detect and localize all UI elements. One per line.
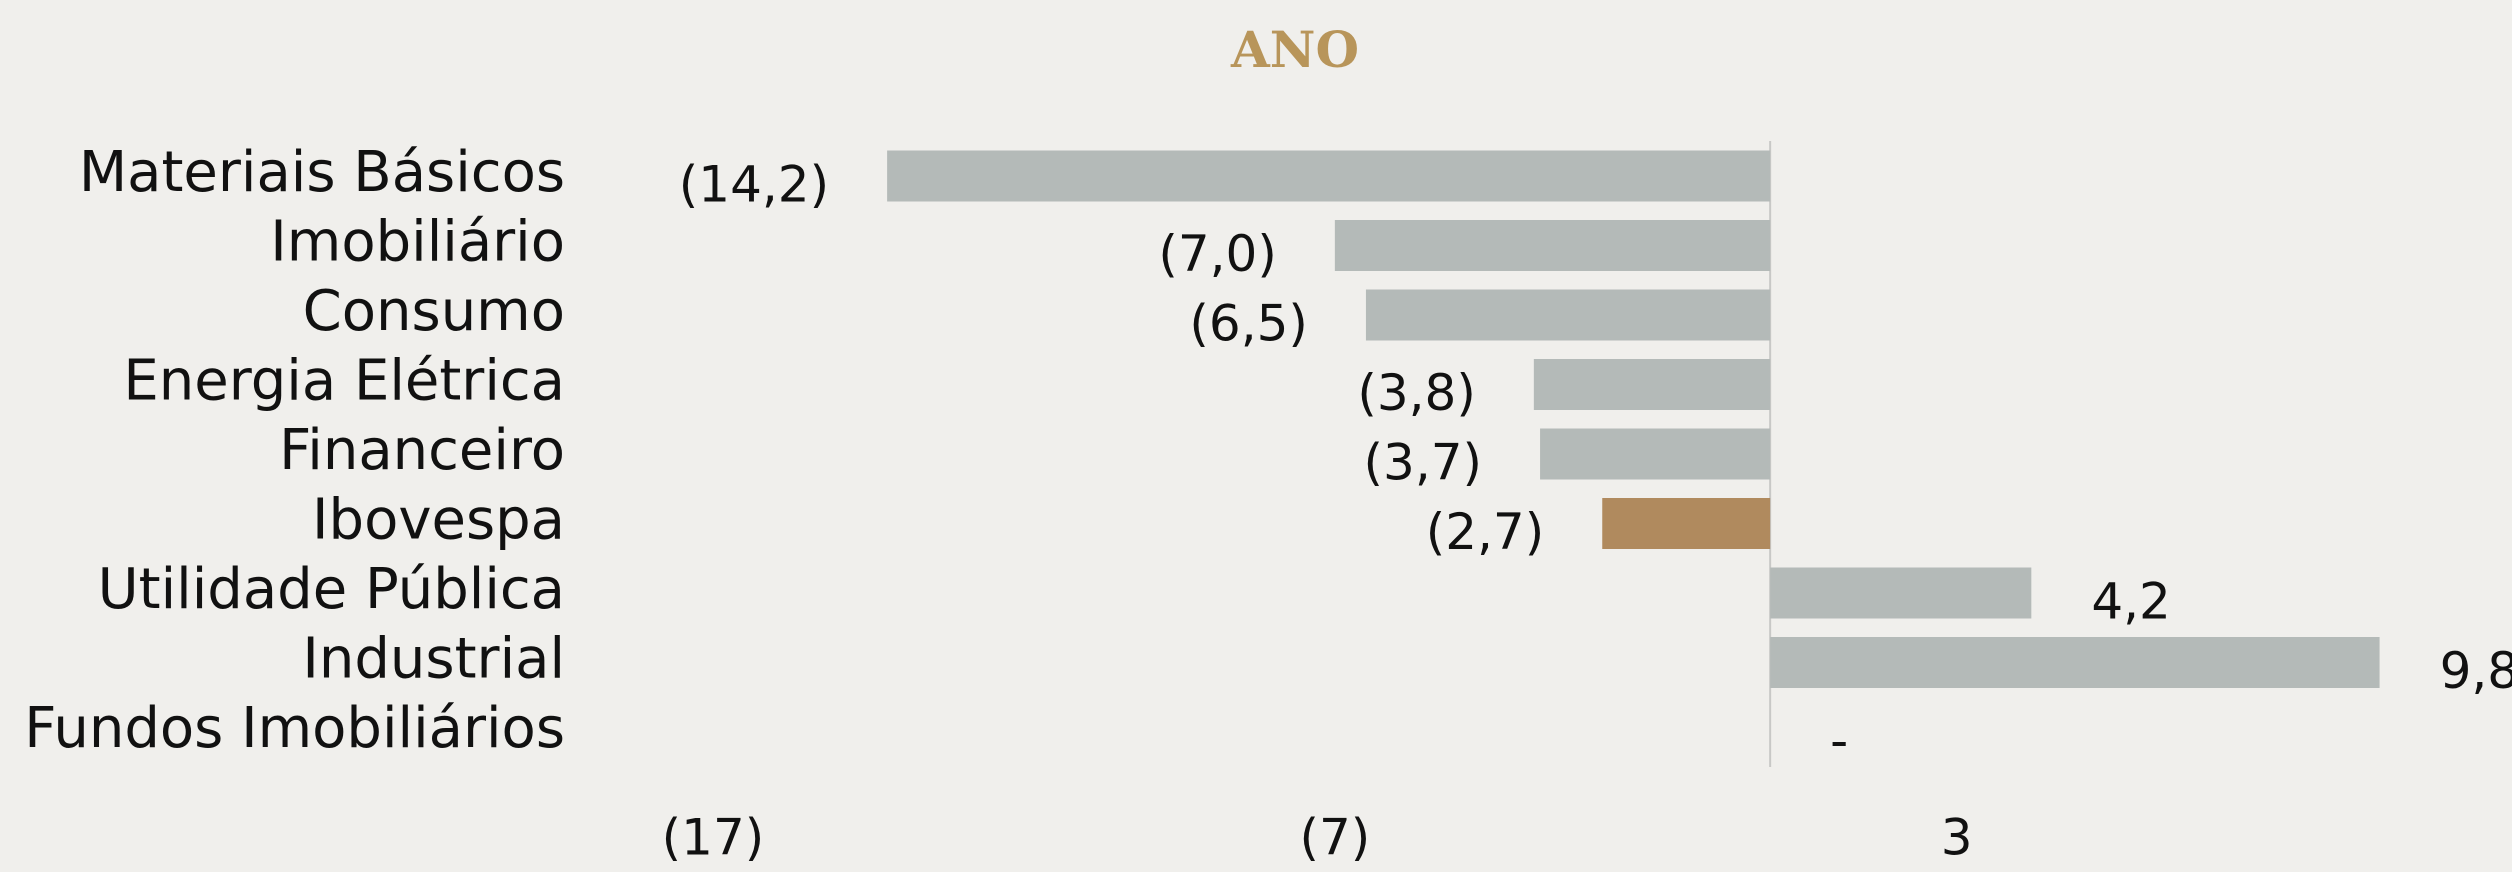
bar	[1602, 498, 1771, 549]
category-label: Materiais Básicos	[79, 140, 565, 205]
value-label: 4,2	[2091, 573, 2171, 631]
bar	[1365, 289, 1771, 341]
category-label: Imobiliário	[270, 210, 565, 275]
value-label: (14,2)	[679, 156, 829, 214]
bar	[1334, 220, 1771, 271]
value-label: (3,7)	[1364, 434, 1483, 492]
x-tick-label: (17)	[662, 809, 765, 867]
value-label: -	[1830, 712, 1848, 770]
value-label: (6,5)	[1189, 295, 1308, 353]
value-label: 9,8	[2440, 642, 2512, 700]
category-label: Ibovespa	[312, 488, 565, 553]
x-tick-label: (7)	[1299, 809, 1370, 867]
category-label: Industrial	[302, 627, 565, 692]
category-label: Financeiro	[279, 418, 565, 483]
category-label: Consumo	[303, 279, 565, 344]
chart-title: ANO	[1230, 20, 1359, 79]
category-label: Energia Elétrica	[123, 349, 565, 414]
x-tick-label: 3	[1941, 809, 1973, 867]
bar	[1770, 567, 2032, 619]
value-label: (3,8)	[1357, 364, 1476, 422]
value-label: (2,7)	[1426, 503, 1545, 561]
category-label: Fundos Imobiliários	[24, 696, 565, 761]
bar	[887, 150, 1771, 202]
bar	[1540, 428, 1771, 480]
bar	[1533, 359, 1771, 410]
category-label: Utilidade Pública	[98, 557, 565, 622]
value-label: (7,0)	[1158, 225, 1277, 283]
bar	[1770, 637, 2380, 688]
